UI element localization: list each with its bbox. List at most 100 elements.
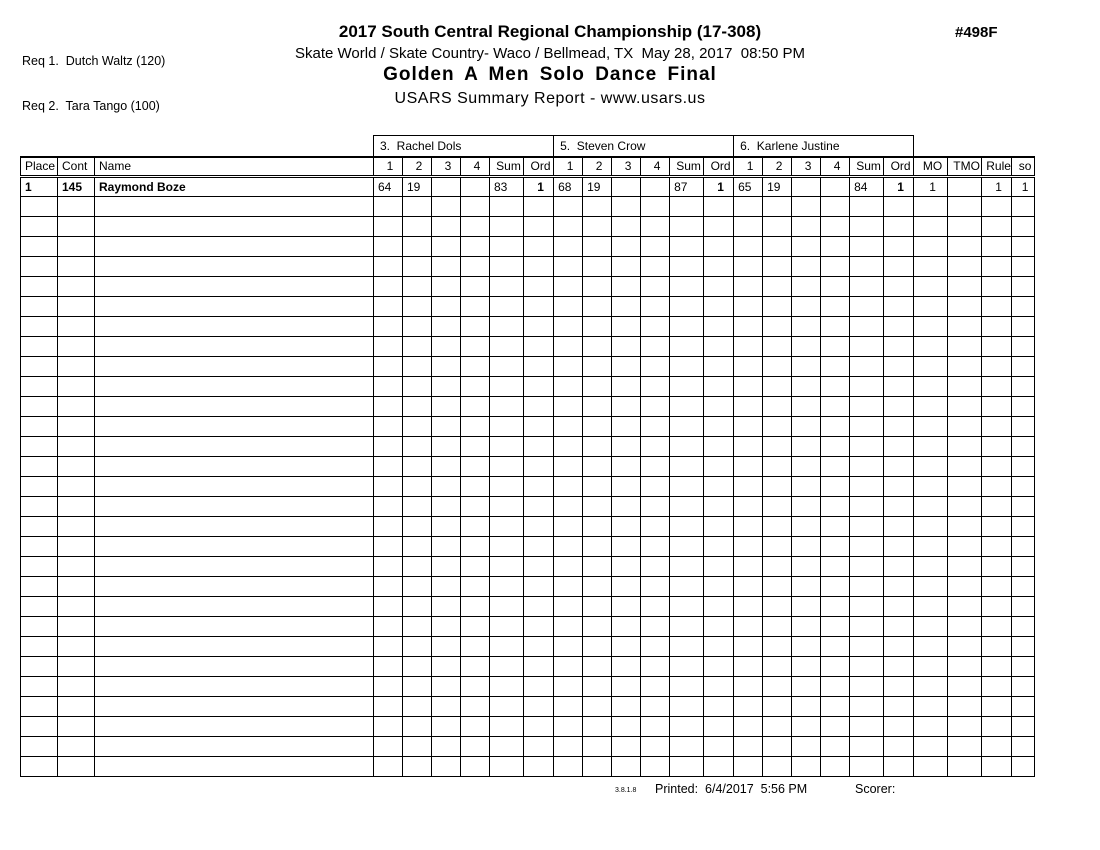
- cell-judge1-ord: [522, 236, 555, 257]
- cell-judge1-score3: [431, 516, 461, 537]
- cell-cont: [57, 416, 95, 437]
- cell-judge2-score4: [640, 196, 671, 217]
- cell-judge1-score2: [402, 456, 432, 477]
- cell-judge1-sum: [489, 596, 524, 617]
- cell-cont: [57, 456, 95, 477]
- cell-judge3-score1: [733, 336, 764, 357]
- cell-judge1-sum: [489, 496, 524, 517]
- cell-judge2-score3: [611, 316, 642, 337]
- event-title: Golden A Men Solo Dance Final: [383, 64, 717, 85]
- header-judge2-4: 4: [640, 155, 671, 178]
- cell-rule: [981, 356, 1013, 377]
- cell-cont: [57, 596, 95, 617]
- cell-judge3-score1: 65: [733, 176, 764, 197]
- cell-place: [20, 456, 58, 477]
- cell-place: [20, 716, 58, 737]
- cell-judge3-ord: [883, 656, 915, 677]
- cell-judge2-ord: [703, 736, 735, 757]
- cell-rule: [981, 256, 1013, 277]
- cell-judge3-ord: [883, 676, 915, 697]
- cell-judge3-score2: [762, 716, 793, 737]
- cell-judge1-ord: [522, 696, 555, 717]
- cell-judge3-score2: [762, 516, 793, 537]
- cell-so: [1011, 676, 1036, 697]
- cell-judge2-score1: [553, 556, 584, 577]
- cell-judge3-score3: [791, 456, 822, 477]
- cell-judge2-score3: [611, 676, 642, 697]
- cell-judge1-score1: [373, 536, 403, 557]
- cell-judge1-score2: [402, 316, 432, 337]
- table-row-empty: [20, 276, 1036, 297]
- cell-judge3-score4: [820, 416, 851, 437]
- table-row-empty: [20, 336, 1036, 357]
- cell-so: [1011, 636, 1036, 657]
- cell-tmo: [947, 536, 983, 557]
- header-rule: Rule: [981, 155, 1013, 178]
- cell-judge3-score4: [820, 296, 851, 317]
- cell-rule: [981, 596, 1013, 617]
- cell-place: [20, 496, 58, 517]
- cell-mo: [913, 516, 949, 537]
- cell-judge1-score3: [431, 396, 461, 417]
- cell-judge3-sum: [849, 376, 885, 397]
- cell-judge1-score2: [402, 416, 432, 437]
- cell-judge1-score3: [431, 176, 461, 197]
- cell-tmo: [947, 516, 983, 537]
- judge-box-3: 6. Karlene Justine: [733, 135, 915, 157]
- table-row-empty: [20, 716, 1036, 737]
- cell-rule: 1: [981, 176, 1013, 197]
- cell-mo: [913, 196, 949, 217]
- header-cont: Cont: [57, 155, 95, 178]
- cell-judge1-sum: 83: [489, 176, 524, 197]
- cell-judge3-score4: [820, 556, 851, 577]
- cell-judge1-ord: [522, 276, 555, 297]
- cell-judge1-sum: [489, 696, 524, 717]
- cell-rule: [981, 736, 1013, 757]
- cell-cont: [57, 276, 95, 297]
- cell-judge2-sum: [669, 596, 705, 617]
- cell-judge2-score1: [553, 276, 584, 297]
- cell-judge1-score4: [460, 396, 490, 417]
- cell-name: [94, 236, 374, 257]
- cell-tmo: [947, 656, 983, 677]
- cell-place: [20, 636, 58, 657]
- cell-judge1-score1: [373, 716, 403, 737]
- header-place: Place: [20, 155, 58, 178]
- cell-tmo: [947, 736, 983, 757]
- cell-place: [20, 736, 58, 757]
- cell-judge3-ord: [883, 356, 915, 377]
- cell-judge1-score2: [402, 576, 432, 597]
- cell-name: [94, 716, 374, 737]
- cell-judge2-ord: [703, 356, 735, 377]
- cell-cont: [57, 676, 95, 697]
- cell-rule: [981, 516, 1013, 537]
- cell-judge3-score1: [733, 556, 764, 577]
- header-judge3-3: 3: [791, 155, 822, 178]
- cell-judge3-score1: [733, 196, 764, 217]
- cell-cont: [57, 496, 95, 517]
- cell-judge3-sum: [849, 496, 885, 517]
- cell-judge1-score1: [373, 196, 403, 217]
- cell-judge2-ord: [703, 296, 735, 317]
- header-judge2-ord: Ord: [703, 155, 735, 178]
- cell-judge2-sum: [669, 736, 705, 757]
- cell-cont: [57, 756, 95, 777]
- cell-judge3-score1: [733, 496, 764, 517]
- cell-judge3-score1: [733, 756, 764, 777]
- cell-place: [20, 516, 58, 537]
- cell-name: [94, 476, 374, 497]
- table-row: 1 145 Raymond Boze 64 19 83 1 68 19 87 1 65 19 84 1 1 1 1: [20, 176, 1036, 197]
- cell-judge2-score1: [553, 656, 584, 677]
- cell-judge2-score3: [611, 616, 642, 637]
- cell-judge1-score2: [402, 276, 432, 297]
- cell-judge1-sum: [489, 736, 524, 757]
- cell-tmo: [947, 456, 983, 477]
- cell-judge1-score3: [431, 336, 461, 357]
- cell-judge1-sum: [489, 516, 524, 537]
- cell-judge2-ord: [703, 316, 735, 337]
- cell-judge3-score3: [791, 516, 822, 537]
- cell-so: [1011, 196, 1036, 217]
- cell-name: [94, 676, 374, 697]
- cell-rule: [981, 576, 1013, 597]
- cell-judge1-score3: [431, 376, 461, 397]
